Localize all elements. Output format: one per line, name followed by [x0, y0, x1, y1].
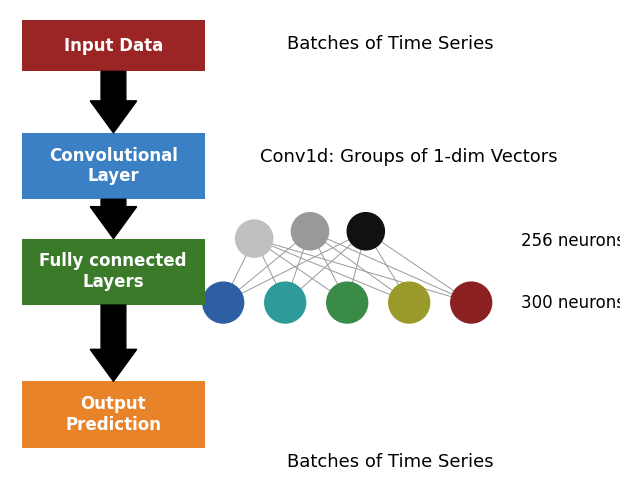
Text: Input Data: Input Data: [63, 36, 163, 55]
Text: Fully connected
Layers: Fully connected Layers: [40, 252, 187, 291]
FancyArrow shape: [91, 305, 136, 381]
Ellipse shape: [327, 282, 368, 323]
FancyArrow shape: [91, 199, 136, 239]
Text: Convolutional
Layer: Convolutional Layer: [49, 147, 177, 185]
Text: Output
Prediction: Output Prediction: [65, 395, 161, 434]
FancyArrow shape: [91, 71, 136, 133]
FancyBboxPatch shape: [22, 20, 205, 71]
FancyBboxPatch shape: [22, 381, 205, 448]
Text: Batches of Time Series: Batches of Time Series: [287, 35, 494, 53]
Ellipse shape: [347, 213, 384, 250]
Ellipse shape: [203, 282, 244, 323]
Text: 256 neurons: 256 neurons: [521, 232, 620, 250]
Text: Batches of Time Series: Batches of Time Series: [287, 454, 494, 471]
Ellipse shape: [236, 220, 273, 257]
FancyBboxPatch shape: [22, 133, 205, 199]
Ellipse shape: [265, 282, 306, 323]
Text: 300 neurons: 300 neurons: [521, 294, 620, 311]
Text: Conv1d: Groups of 1-dim Vectors: Conv1d: Groups of 1-dim Vectors: [260, 149, 558, 166]
FancyBboxPatch shape: [22, 239, 205, 305]
Ellipse shape: [389, 282, 430, 323]
Ellipse shape: [451, 282, 492, 323]
Ellipse shape: [291, 213, 329, 250]
